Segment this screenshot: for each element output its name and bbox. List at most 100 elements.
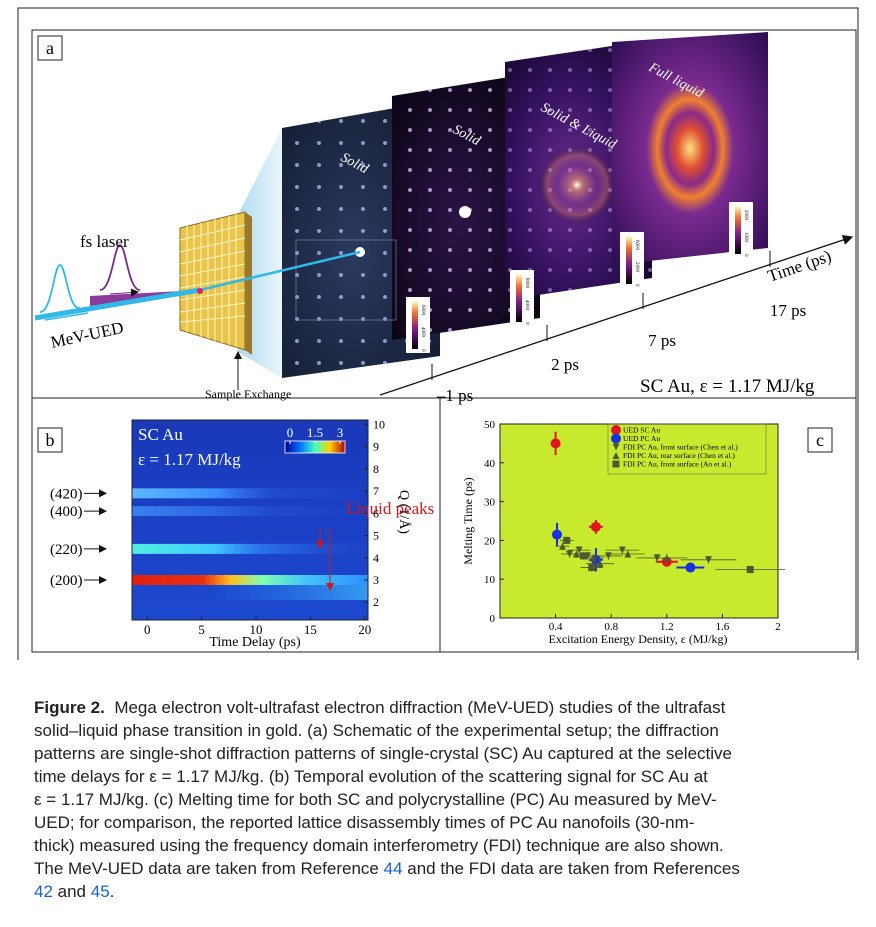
data-point bbox=[580, 552, 587, 559]
caption-line: patterns are single-shot diffraction pat… bbox=[34, 742, 864, 765]
colorbar-tick-label: 1.5 bbox=[307, 425, 323, 440]
y-tick-label: 9 bbox=[373, 440, 379, 454]
colorbar bbox=[516, 274, 522, 322]
x-tick-label: 1.6 bbox=[716, 621, 730, 633]
legend-marker bbox=[613, 461, 620, 468]
diffraction-band bbox=[132, 575, 368, 585]
caption-line: UED; for comparison, the reported lattic… bbox=[34, 811, 864, 834]
caption-text: . bbox=[110, 882, 115, 901]
x-label: Excitation Energy Density, ε (MJ/kg) bbox=[548, 632, 727, 646]
y-tick-label: 50 bbox=[484, 419, 496, 431]
data-point bbox=[551, 438, 561, 448]
caption-text: and bbox=[53, 882, 91, 901]
peak-label: (400) bbox=[50, 504, 83, 520]
legend-label: FDI PC Au, front surface (Ao et al.) bbox=[623, 460, 732, 469]
x-tick-label: 0 bbox=[144, 622, 151, 637]
x-tick-label: 15 bbox=[304, 622, 317, 637]
y-tick-label: 7 bbox=[373, 484, 379, 498]
colorbar-tick-label: 6000 bbox=[420, 305, 425, 316]
condition: SC Au, ε = 1.17 MJ/kg bbox=[640, 376, 815, 397]
reference-link[interactable]: 42 bbox=[34, 882, 53, 901]
caption-line: The MeV-UED data are taken from Referenc… bbox=[34, 857, 864, 880]
sample-exchange: Sample Exchange bbox=[205, 387, 291, 401]
caption-label: Figure 2. bbox=[34, 698, 105, 717]
data-point bbox=[685, 563, 695, 573]
y-label: Melting Time (ps) bbox=[461, 477, 475, 564]
time-axis-label: Time (ps) bbox=[765, 246, 834, 285]
y-tick-label: 6 bbox=[373, 506, 379, 520]
caption-line: thick) measured using the frequency doma… bbox=[34, 834, 864, 857]
probe-label: MeV-UED bbox=[49, 318, 125, 352]
peak-label: (200) bbox=[50, 573, 83, 589]
y-tick-label: 10 bbox=[484, 574, 496, 586]
y-tick-label: 0 bbox=[490, 613, 496, 625]
diffraction-band bbox=[132, 506, 368, 516]
x-label: Time Delay (ps) bbox=[209, 635, 301, 650]
colorbar-tick-label: 8000 bbox=[524, 278, 529, 289]
title: SC Au bbox=[138, 425, 183, 444]
diffraction-band bbox=[132, 544, 368, 554]
panel-label: a bbox=[46, 38, 54, 58]
x-tick-label: 2 bbox=[775, 621, 781, 633]
y-tick-label: 10 bbox=[373, 417, 385, 431]
legend-marker bbox=[611, 434, 621, 444]
colorbar-tick-label: 1000 bbox=[743, 232, 748, 243]
annotation: Liquid peaks bbox=[346, 499, 434, 518]
time-tick-label: 17 ps bbox=[770, 301, 806, 320]
y-tick-label: 5 bbox=[373, 529, 379, 543]
reference-link[interactable]: 45 bbox=[91, 882, 110, 901]
y-tick-label: 2 bbox=[373, 595, 379, 609]
panel-label: b bbox=[46, 430, 55, 450]
data-point bbox=[552, 530, 562, 540]
sample-edge bbox=[245, 212, 252, 355]
electron-pulse bbox=[40, 265, 80, 312]
colorbar-tick-label: 0 bbox=[287, 425, 294, 440]
time-tick-label: 7 ps bbox=[648, 331, 676, 350]
caption-line: ε = 1.17 MJ/kg. (c) Melting time for bot… bbox=[34, 788, 864, 811]
colorbar-tick-label: 4000 bbox=[524, 300, 529, 311]
panel-a: a Sample Exchange fs laser MeV-UED Time … bbox=[35, 32, 852, 405]
data-point bbox=[747, 566, 754, 573]
subtitle: ε = 1.17 MJ/kg bbox=[138, 450, 241, 469]
colorbar-tick-label: 2000 bbox=[743, 210, 748, 221]
caption-text: and the FDI data are taken from Referenc… bbox=[403, 859, 740, 878]
center-spot bbox=[459, 206, 471, 218]
page: a Sample Exchange fs laser MeV-UED Time … bbox=[0, 0, 876, 927]
colorbar-tick-label: 6000 bbox=[634, 240, 639, 251]
caption-line: 42 and 45. bbox=[34, 880, 864, 903]
time-tick-label: 2 ps bbox=[551, 355, 579, 374]
colorbar-tick-label: 2000 bbox=[634, 262, 639, 273]
diffraction-band bbox=[132, 488, 368, 498]
laser-pulse bbox=[100, 245, 140, 290]
y-tick-label: 40 bbox=[484, 458, 496, 470]
caption-text: The MeV-UED data are taken from Referenc… bbox=[34, 859, 384, 878]
y-tick-label: 8 bbox=[373, 462, 379, 476]
ring bbox=[537, 145, 617, 225]
colorbar-tick-label: 4000 bbox=[420, 327, 425, 338]
data-point bbox=[588, 564, 595, 571]
panel-b: b SC Au ε = 1.17 MJ/kg Liquid peaks Time… bbox=[38, 417, 434, 650]
colorbar bbox=[735, 206, 741, 254]
caption-text: Mega electron volt-ultrafast electron di… bbox=[114, 698, 725, 717]
y-tick-label: 3 bbox=[373, 573, 379, 587]
caption-line: solid–liquid phase transition in gold. (… bbox=[34, 719, 864, 742]
panel-c: c Excitation Energy Density, ε (MJ/kg) M… bbox=[461, 419, 832, 646]
y-tick-label: 30 bbox=[484, 497, 496, 509]
y-tick-label: 4 bbox=[373, 551, 379, 565]
spot bbox=[197, 288, 203, 294]
data-point bbox=[591, 522, 601, 532]
fs-laser: fs laser bbox=[80, 232, 129, 251]
x-tick-label: 1.2 bbox=[660, 621, 674, 633]
x-tick-label: 10 bbox=[249, 622, 262, 637]
y-tick-label: 20 bbox=[484, 535, 496, 547]
data-point bbox=[563, 537, 570, 544]
colorbar-tick-label: 3 bbox=[337, 425, 344, 440]
figure: a Sample Exchange fs laser MeV-UED Time … bbox=[0, 0, 876, 660]
colorbar bbox=[412, 301, 418, 349]
time-tick-label: –1 ps bbox=[436, 386, 473, 405]
y-label: Q (1/Å) bbox=[396, 490, 412, 534]
caption-line: Figure 2. Mega electron volt-ultrafast e… bbox=[34, 696, 864, 719]
peak-label: (420) bbox=[50, 486, 83, 502]
peak-label: (220) bbox=[50, 542, 83, 558]
reference-link[interactable]: 44 bbox=[384, 859, 403, 878]
